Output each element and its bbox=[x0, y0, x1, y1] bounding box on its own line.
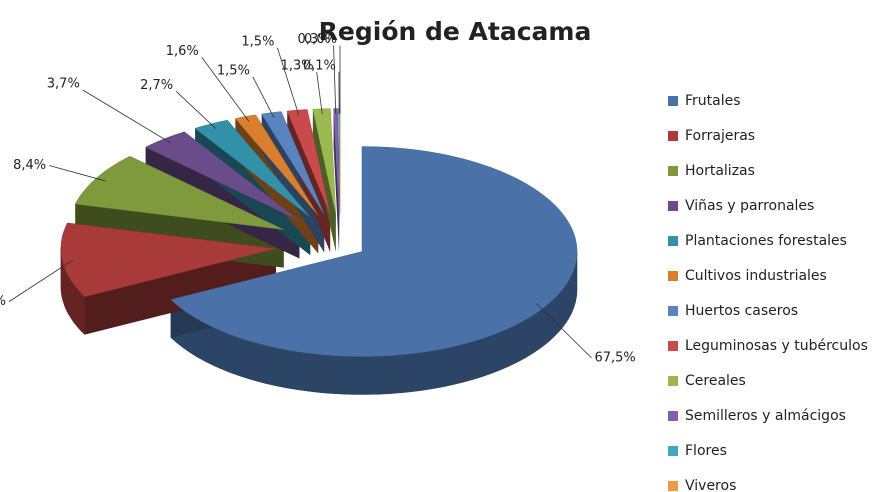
data-label: 1,6% bbox=[166, 44, 199, 59]
data-label: 3,7% bbox=[47, 77, 80, 92]
legend-swatch bbox=[668, 411, 678, 421]
legend-label: Viveros bbox=[685, 478, 736, 492]
legend-swatch bbox=[668, 271, 678, 281]
legend-swatch bbox=[668, 341, 678, 351]
legend-label: Plantaciones forestales bbox=[685, 233, 847, 249]
legend-label: Huertos caseros bbox=[685, 303, 798, 319]
data-label: 0,1% bbox=[303, 58, 336, 73]
slice bbox=[170, 146, 578, 357]
data-label: 0,3% bbox=[298, 32, 331, 47]
leader-line bbox=[49, 165, 106, 182]
chart-title: Región de Atacama bbox=[319, 17, 592, 46]
legend-swatch bbox=[668, 306, 678, 316]
data-label: 1,5% bbox=[217, 64, 250, 79]
leader-line bbox=[277, 47, 300, 116]
leader-line bbox=[316, 72, 323, 115]
legend-swatch bbox=[668, 131, 678, 141]
slice-wall bbox=[312, 109, 336, 252]
leader-line bbox=[333, 45, 337, 114]
legend-swatch bbox=[668, 201, 678, 211]
legend-swatch bbox=[668, 166, 678, 176]
leader-line bbox=[252, 76, 275, 118]
leader-line bbox=[8, 259, 74, 302]
leader-line bbox=[201, 57, 250, 122]
legend-swatch bbox=[668, 236, 678, 246]
leader-line bbox=[536, 303, 592, 359]
data-label: 1,5% bbox=[241, 34, 274, 49]
legend-label: Leguminosas y tubérculos bbox=[685, 338, 868, 354]
legend-label: Hortalizas bbox=[685, 163, 755, 179]
legend-swatch bbox=[668, 481, 678, 491]
slice-wall bbox=[333, 108, 339, 252]
legend-label: Cultivos industriales bbox=[685, 268, 827, 284]
legend-label: Forrajeras bbox=[685, 128, 755, 144]
legend-label: Semilleros y almácigos bbox=[685, 408, 846, 424]
legend-swatch bbox=[668, 96, 678, 106]
slice-tops bbox=[60, 108, 578, 357]
slice bbox=[60, 222, 276, 297]
legend-swatch bbox=[668, 446, 678, 456]
legend-label: Viñas y parronales bbox=[685, 198, 814, 214]
data-label: 67,5% bbox=[594, 350, 635, 365]
legend-swatch bbox=[668, 376, 678, 386]
legend-label: Frutales bbox=[685, 93, 741, 109]
data-label: 2,7% bbox=[140, 78, 173, 93]
data-label: 8,4% bbox=[13, 158, 46, 173]
data-label: 1,3% bbox=[281, 59, 314, 74]
data-label: 0,0% bbox=[304, 32, 337, 47]
leader-line bbox=[175, 91, 217, 129]
legend-label: Cereales bbox=[685, 373, 746, 389]
legend-label: Flores bbox=[685, 443, 727, 459]
data-label: 11,5% bbox=[0, 294, 6, 309]
leader-line bbox=[82, 89, 172, 144]
